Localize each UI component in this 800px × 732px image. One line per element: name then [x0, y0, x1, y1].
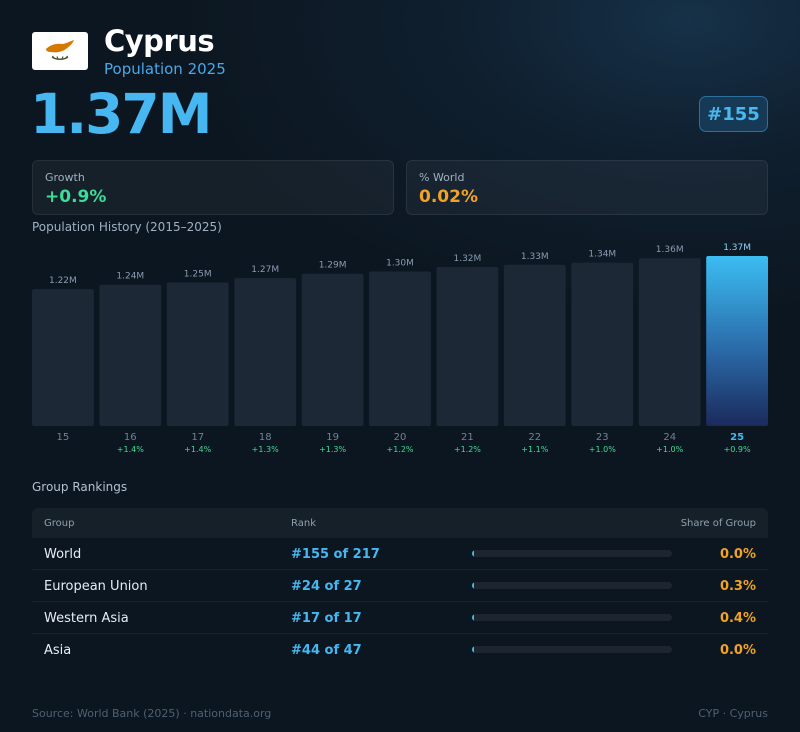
- bar-value-label: 1.32M: [453, 254, 481, 264]
- group-name: World: [44, 547, 82, 562]
- bar-17: [166, 282, 229, 426]
- country-name: Cyprus: [104, 24, 215, 58]
- bar-24: [638, 258, 701, 426]
- group-share: 0.3%: [719, 579, 756, 594]
- growth-value: +0.9%: [45, 187, 107, 207]
- growth-card: Growth +0.9%: [32, 160, 394, 215]
- bar-19: [301, 273, 364, 426]
- rankings-table: Group Rank Share of Group World #155 of …: [32, 508, 768, 666]
- x-tick-label: 25: [730, 432, 744, 443]
- group-share: 0.0%: [719, 547, 756, 562]
- world-share-label: % World: [419, 171, 465, 184]
- x-tick-label: 17: [191, 432, 204, 443]
- x-tick-label: 20: [394, 432, 407, 443]
- bar-20: [369, 271, 431, 426]
- share-bar: [472, 550, 672, 557]
- share-bar-fill: [472, 614, 474, 621]
- bar-25: [706, 256, 768, 426]
- table-row: World #155 of 217 0.0%: [32, 538, 768, 570]
- group-share: 0.4%: [719, 611, 756, 626]
- world-share-value: 0.02%: [419, 187, 478, 207]
- group-rank: #44 of 47: [291, 643, 362, 658]
- population-history-chart: 1.22M 15 1.24M 16 +1.4% 1.25M 17 +1.4% 1.27M 18 +1…: [32, 243, 768, 454]
- growth-label: +1.1%: [521, 445, 548, 454]
- growth-label: +1.4%: [117, 445, 144, 454]
- growth-label: Growth: [45, 171, 85, 184]
- group-share: 0.0%: [719, 643, 756, 658]
- share-bar-fill: [472, 582, 474, 589]
- group-rank: #155 of 217: [291, 547, 380, 562]
- bar-value-label: 1.22M: [49, 276, 77, 286]
- x-tick-label: 24: [663, 432, 676, 443]
- column-header-share: Share of Group: [680, 518, 756, 529]
- bar-value-label: 1.33M: [521, 252, 549, 262]
- group-rankings-title: Group Rankings: [32, 480, 128, 494]
- table-row: Western Asia #17 of 17 0.4%: [32, 602, 768, 634]
- bar-22: [503, 264, 566, 426]
- growth-label: +1.3%: [252, 445, 279, 454]
- bar-value-label: 1.37M: [723, 243, 751, 253]
- growth-label: +1.0%: [589, 445, 616, 454]
- growth-label: +1.3%: [319, 445, 346, 454]
- source-note: Source: World Bank (2025) · nationdata.o…: [32, 707, 272, 720]
- rank-badge: #155: [699, 96, 768, 132]
- chart-title: Population History (2015–2025): [32, 220, 222, 234]
- x-tick-label: 23: [596, 432, 609, 443]
- table-header: Group Rank Share of Group: [32, 508, 768, 538]
- column-header-rank: Rank: [291, 518, 316, 529]
- x-tick-label: 15: [57, 432, 70, 443]
- column-header-group: Group: [44, 518, 75, 529]
- bar-value-label: 1.34M: [588, 250, 616, 260]
- bar-18: [234, 278, 297, 426]
- world-share-card: % World 0.02%: [406, 160, 768, 215]
- group-name: Western Asia: [44, 611, 129, 626]
- table-row: Asia #44 of 47 0.0%: [32, 634, 768, 666]
- population-value: 1.37M: [30, 82, 212, 146]
- x-tick-label: 18: [259, 432, 272, 443]
- cyprus-flag-icon: [32, 32, 88, 70]
- growth-label: +1.4%: [184, 445, 211, 454]
- country-code: CYP · Cyprus: [698, 707, 768, 720]
- x-tick-label: 19: [326, 432, 339, 443]
- share-bar: [472, 582, 672, 589]
- group-name: Asia: [44, 643, 72, 658]
- bar-value-label: 1.30M: [386, 259, 414, 269]
- x-tick-label: 22: [528, 432, 541, 443]
- table-row: European Union #24 of 27 0.3%: [32, 570, 768, 602]
- bar-value-label: 1.29M: [319, 261, 347, 271]
- group-rank: #24 of 27: [291, 579, 362, 594]
- share-bar: [472, 614, 672, 621]
- bar-23: [571, 262, 634, 426]
- x-tick-label: 16: [124, 432, 137, 443]
- bar-16: [99, 284, 162, 426]
- x-tick-label: 21: [461, 432, 474, 443]
- bar-value-label: 1.36M: [656, 245, 684, 255]
- page-subtitle: Population 2025: [104, 60, 226, 78]
- bar-21: [436, 267, 499, 426]
- growth-label: +0.9%: [724, 445, 751, 454]
- growth-label: +1.2%: [454, 445, 481, 454]
- group-name: European Union: [44, 579, 148, 594]
- bar-value-label: 1.25M: [184, 270, 212, 280]
- share-bar: [472, 646, 672, 653]
- share-bar-fill: [472, 646, 474, 653]
- bar-15: [32, 289, 94, 426]
- bar-value-label: 1.24M: [116, 272, 144, 282]
- growth-label: +1.2%: [386, 445, 413, 454]
- share-bar-fill: [472, 550, 474, 557]
- bar-value-label: 1.27M: [251, 265, 279, 275]
- growth-label: +1.0%: [656, 445, 683, 454]
- group-rank: #17 of 17: [291, 611, 362, 626]
